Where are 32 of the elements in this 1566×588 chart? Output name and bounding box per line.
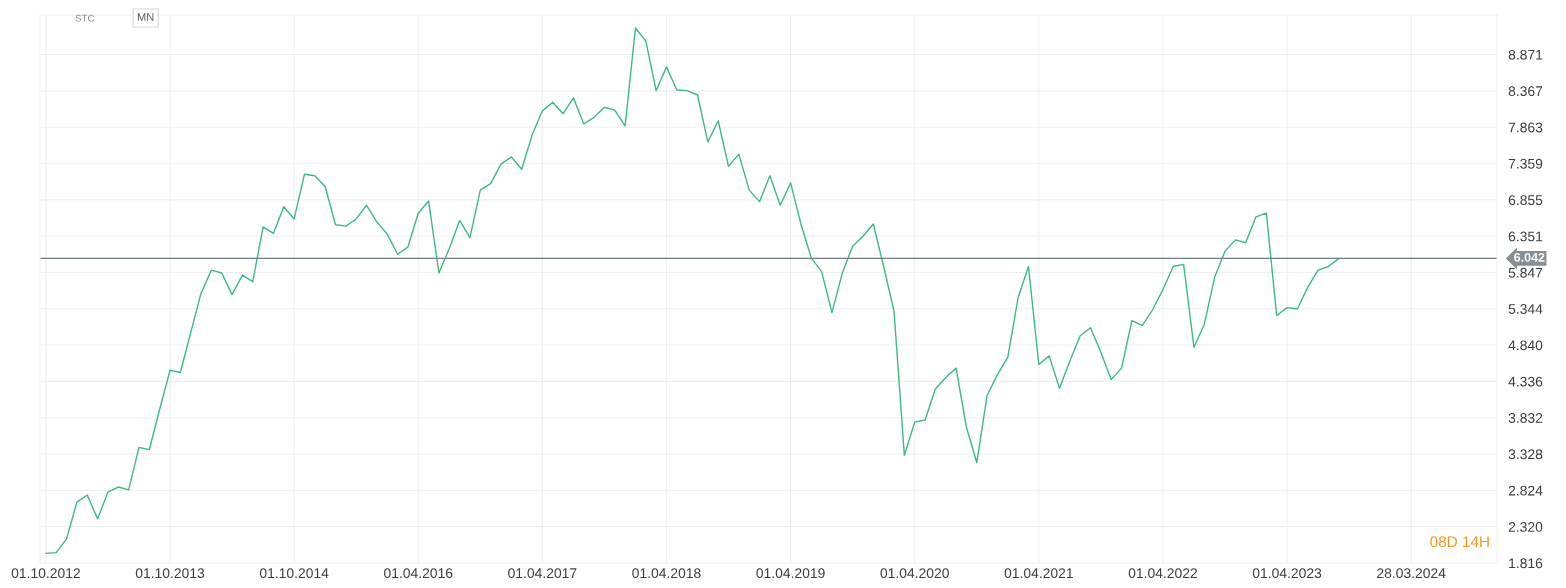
line-series xyxy=(45,27,1340,555)
x-tick-label: 01.04.2022 xyxy=(1128,568,1197,579)
y-tick-label: 3.328 xyxy=(1508,449,1543,460)
y-tick-label: 5.847 xyxy=(1508,267,1543,278)
x-tick-label: 01.10.2012 xyxy=(11,568,80,579)
x-tick-label: 01.04.2023 xyxy=(1252,568,1322,579)
y-tick-label: 6.855 xyxy=(1508,195,1543,206)
x-tick-label: 01.10.2014 xyxy=(259,568,329,579)
ref-line-label: 6.042 xyxy=(1514,252,1545,262)
x-tick-label: 01.04.2021 xyxy=(1004,568,1073,579)
y-tick-label: 4.840 xyxy=(1508,340,1543,351)
x-tick-label: 01.04.2020 xyxy=(880,568,949,579)
annotation: MN xyxy=(137,13,154,21)
y-tick-label: 1.816 xyxy=(1509,558,1543,569)
x-tick-label: 01.04.2019 xyxy=(756,568,825,579)
x-tick-label: 01.04.2016 xyxy=(384,568,453,579)
y-tick-label: 8.871 xyxy=(1508,49,1543,60)
annotation: 08D 14H xyxy=(1430,536,1489,548)
y-tick-label: 2.320 xyxy=(1508,522,1543,532)
y-tick-label: 5.344 xyxy=(1508,304,1543,314)
x-tick-label: 01.04.2017 xyxy=(508,568,577,579)
x-tick-label: 28.03.2024 xyxy=(1377,568,1446,579)
annotation: STC xyxy=(75,14,95,22)
y-tick-label: 7.359 xyxy=(1508,158,1543,169)
y-tick-label: 8.367 xyxy=(1508,86,1543,97)
y-tick-label: 4.336 xyxy=(1508,376,1543,387)
y-tick-label: 7.863 xyxy=(1508,122,1543,133)
y-tick-label: 2.824 xyxy=(1508,485,1543,496)
x-tick-label: 01.04.2018 xyxy=(632,568,701,579)
y-tick-label: 3.832 xyxy=(1508,413,1543,423)
y-tick-label: 6.351 xyxy=(1508,231,1543,242)
x-tick-label: 01.10.2013 xyxy=(135,568,205,579)
